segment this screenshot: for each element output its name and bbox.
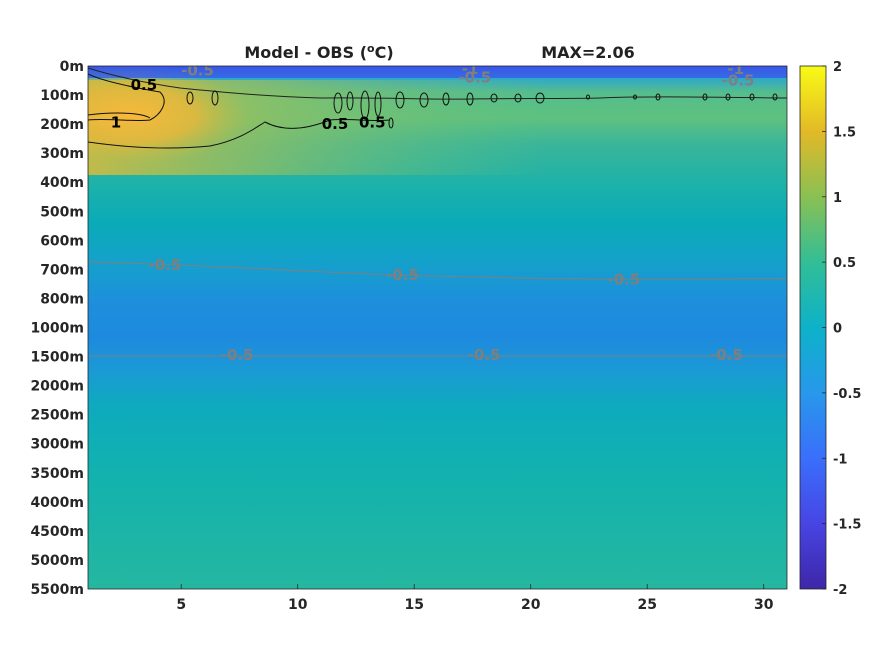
- contour-label: -1: [727, 60, 744, 78]
- surface-cold-layer: [88, 66, 787, 78]
- colorbar-tick-label: 1.5: [833, 125, 856, 140]
- y-tick-label: 400m: [40, 175, 84, 191]
- contour-label: 0.5: [359, 114, 386, 132]
- x-axis-tick-labels: 5 10 15 20 25 30: [176, 584, 774, 613]
- contour-label: 1: [111, 114, 121, 132]
- y-tick-label: 1500m: [30, 350, 84, 366]
- contour-line: [88, 112, 151, 119]
- x-tick-label: 15: [404, 597, 423, 613]
- y-tick-label: 500m: [40, 204, 84, 220]
- colorbar-tick-label: 0.5: [833, 256, 856, 271]
- y-tick-label: 2500m: [30, 408, 84, 424]
- x-tick-label: 20: [521, 597, 541, 613]
- contour-label: -0.5: [458, 69, 491, 87]
- y-tick-label: 2000m: [30, 379, 84, 395]
- contour-label: 0.5: [322, 115, 349, 133]
- y-tick-label: 0m: [60, 59, 84, 75]
- y-axis-tick-labels: 0m 100m 200m 300m 400m 500m 600m 700m 800m 1000m 1…: [30, 59, 84, 598]
- x-tick-label: 25: [637, 597, 656, 613]
- x-tick-label: 30: [754, 597, 774, 613]
- contour-label: 0.5: [131, 76, 158, 94]
- contour-label: -0.5: [710, 346, 743, 364]
- y-tick-label: 600m: [40, 233, 84, 249]
- colorbar-tick-label: 1: [833, 191, 842, 206]
- contour-label: -0.5: [722, 72, 755, 90]
- contour-label: -1: [462, 60, 479, 78]
- contour-label: -0.5: [181, 61, 214, 79]
- colorbar-tick-label: 0: [833, 322, 842, 337]
- contour-cells: [186, 90, 778, 129]
- colorbar: 2 1.5 1 0.5 0 -0.5 -1 -1.5 -2: [799, 60, 861, 598]
- contour-line: [88, 73, 165, 122]
- colorbar-tick-label: -2: [833, 583, 847, 598]
- y-tick-label: 200m: [40, 117, 84, 133]
- contour-lines: [88, 67, 787, 357]
- chart-title: Model - OBS (oC): [244, 42, 393, 62]
- contour-line: [88, 118, 391, 149]
- y-tick-label: 300m: [40, 146, 84, 162]
- y-tick-label: 5500m: [30, 582, 84, 598]
- contour-label: -0.5: [386, 266, 419, 284]
- contour-label: -0.5: [221, 346, 254, 364]
- x-tick-label: 10: [288, 597, 308, 613]
- contour-label: -0.5: [148, 256, 181, 274]
- y-tick-label: 1000m: [30, 321, 84, 337]
- y-tick-label: 800m: [40, 291, 84, 307]
- colorbar-tick-label: -0.5: [833, 387, 861, 402]
- colorbar-tick-label: -1: [833, 452, 847, 467]
- colorbar-tick-label: -1.5: [833, 518, 861, 533]
- y-tick-label: 3000m: [30, 437, 84, 453]
- y-tick-label: 3500m: [30, 466, 84, 482]
- y-tick-label: 4000m: [30, 495, 84, 511]
- plot-frame: [87, 65, 788, 590]
- y-tick-label: 700m: [40, 262, 84, 278]
- colorbar-tick-label: 2: [833, 60, 842, 75]
- contour-labels: 0.51 0.5 0.5-0.5 -1-0.5 -1-0.5-0.5-0.5 -0.5-0…: [111, 60, 755, 364]
- max-value-label: MAX=2.06: [541, 43, 635, 62]
- contour-line-minus-0.5: [88, 261, 787, 280]
- x-tick-label: 5: [176, 597, 186, 613]
- y-tick-label: 5000m: [30, 553, 84, 569]
- colorbar-scale: [799, 65, 827, 590]
- contour-label: -0.5: [468, 346, 501, 364]
- colorbar-tick-labels: 2 1.5 1 0.5 0 -0.5 -1 -1.5 -2: [822, 60, 861, 598]
- y-tick-label: 100m: [40, 88, 84, 104]
- contour-label: -0.5: [607, 271, 640, 289]
- y-tick-label: 4500m: [30, 524, 84, 540]
- heatmap-field: 0.51 0.5 0.5-0.5 -1-0.5 -1-0.5-0.5-0.5 -0.5-0…: [88, 60, 787, 589]
